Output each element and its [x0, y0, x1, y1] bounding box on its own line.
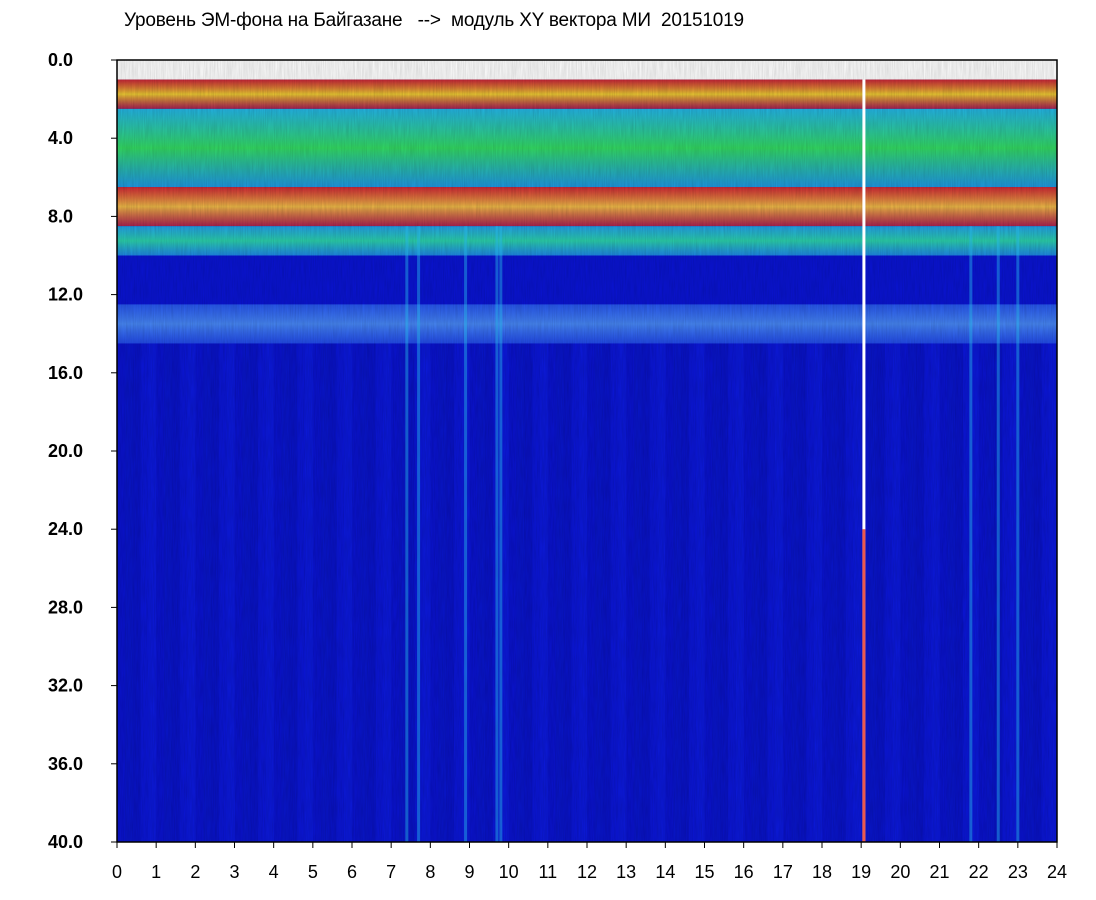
x-tick-label: 2 — [190, 862, 200, 882]
heatmap-streak — [464, 226, 468, 842]
x-tick-label: 19 — [851, 862, 871, 882]
heatmap-streak — [405, 226, 409, 842]
x-tick-label: 11 — [538, 862, 557, 882]
x-tick-label: 10 — [499, 862, 519, 882]
x-tick-label: 12 — [577, 862, 597, 882]
x-tick-label: 20 — [890, 862, 910, 882]
y-tick-label: 16.0 — [48, 363, 83, 383]
y-tick-label: 0.0 — [48, 50, 73, 70]
y-tick-label: 24.0 — [48, 519, 83, 539]
x-tick-label: 14 — [655, 862, 675, 882]
x-tick-label: 21 — [929, 862, 949, 882]
x-tick-label: 4 — [269, 862, 279, 882]
x-tick-label: 22 — [969, 862, 989, 882]
x-tick-label: 5 — [308, 862, 318, 882]
heatmap-streak — [996, 226, 1000, 842]
x-tick-label: 8 — [425, 862, 435, 882]
y-axis-ticks: 0.0 4.0 8.0 12.0 16.0 20.0 24.0 28.0 32.0 36.0 40.… — [48, 50, 117, 852]
y-tick-label: 40.0 — [48, 832, 83, 852]
plot-area — [117, 60, 1057, 842]
x-tick-label: 23 — [1008, 862, 1028, 882]
heatmap-noise — [117, 60, 1057, 842]
x-axis-ticks: 0 1 2 3 4 5 6 7 8 9 10 11 12 13 14 15 16 17 18 19 20 21 22 23 24 — [112, 842, 1067, 882]
y-tick-label: 12.0 — [48, 285, 83, 305]
x-tick-label: 13 — [616, 862, 636, 882]
y-tick-label: 4.0 — [48, 128, 73, 148]
heatmap-streak — [499, 226, 503, 842]
y-tick-label: 8.0 — [48, 206, 73, 226]
y-tick-label: 28.0 — [48, 597, 83, 617]
heatmap-streak — [862, 79, 866, 842]
x-tick-label: 3 — [229, 862, 239, 882]
x-tick-label: 17 — [773, 862, 793, 882]
plot-frame — [116, 59, 1058, 843]
x-tick-label: 16 — [734, 862, 754, 882]
heatmap-streak — [862, 529, 866, 842]
x-tick-label: 6 — [347, 862, 357, 882]
y-tick-label: 32.0 — [48, 676, 83, 696]
x-tick-label: 24 — [1047, 862, 1067, 882]
heatmap-streak — [1016, 226, 1020, 842]
x-tick-label: 7 — [386, 862, 396, 882]
x-tick-label: 1 — [151, 862, 161, 882]
x-tick-label: 0 — [112, 862, 122, 882]
chart-title: Уровень ЭМ-фона на Байгазане --> модуль … — [124, 10, 744, 31]
y-tick-label: 20.0 — [48, 441, 83, 461]
heatmap-streak — [495, 226, 499, 842]
x-tick-label: 18 — [812, 862, 832, 882]
x-tick-label: 15 — [694, 862, 714, 882]
y-tick-label: 36.0 — [48, 754, 83, 774]
x-tick-label: 9 — [464, 862, 474, 882]
heatmap-streak — [969, 226, 973, 842]
heatmap-streak — [417, 226, 421, 842]
